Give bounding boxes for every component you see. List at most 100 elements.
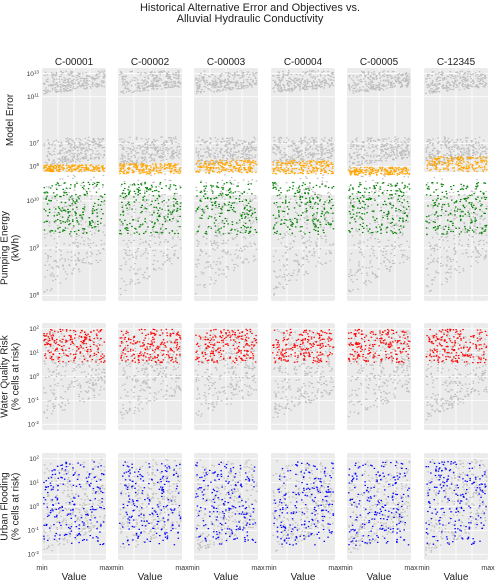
grey-point [60,184,62,186]
highlight-point [238,169,240,171]
grey-point [400,81,402,83]
grey-point [230,154,232,156]
grey-point [158,267,160,269]
grey-point [97,153,99,156]
grey-point [448,88,451,90]
highlight-point [85,164,87,166]
grey-point [72,140,74,142]
grey-point [397,76,400,78]
grey-point [393,159,396,161]
grey-point [120,72,122,74]
highlight-point [236,159,238,161]
grey-point [450,146,453,148]
grey-point [221,73,223,75]
grey-point [224,87,227,89]
grey-point [217,89,219,92]
grey-point [382,84,385,86]
grey-point [198,163,201,165]
grey-point [480,152,482,154]
highlight-point [92,166,95,168]
highlight-point [156,170,158,173]
highlight-point [275,173,278,175]
grey-point [442,85,444,87]
grey-point [171,86,174,88]
highlight-point [50,230,53,232]
highlight-point [73,230,76,233]
grey-point [219,86,222,88]
highlight-point [465,164,468,166]
grey-point [137,71,140,74]
grey-point [293,88,296,90]
highlight-point [179,170,181,172]
grey-point [100,244,103,246]
highlight-point [88,217,90,219]
highlight-point [331,167,334,169]
grey-point [76,156,79,158]
highlight-point [83,170,86,172]
grey-point [402,143,404,145]
highlight-point [399,171,401,174]
highlight-point [318,161,320,164]
grey-point [360,78,362,81]
grey-point [165,149,167,151]
grey-point [213,84,216,86]
grey-point [91,83,93,86]
highlight-point [71,170,74,172]
highlight-point [455,158,457,160]
grey-point [447,141,450,143]
highlight-point [206,165,208,167]
highlight-point [222,163,224,166]
highlight-point [58,207,61,209]
grey-point [165,141,168,143]
highlight-point [224,169,226,171]
grey-point [379,71,381,74]
grey-point [102,138,104,140]
highlight-point [197,166,200,168]
grey-point [247,86,249,88]
grey-point [225,157,228,159]
grey-point [459,159,462,161]
highlight-point [99,204,102,206]
highlight-point [402,168,405,170]
grey-point [454,79,457,81]
grey-point [89,242,92,245]
grey-point [279,152,281,154]
highlight-point [479,166,482,169]
grey-point [246,147,248,150]
grey-point [407,144,410,146]
grey-point [289,156,292,158]
grey-point [370,87,373,89]
grey-point [157,81,160,83]
highlight-point [427,163,429,165]
grey-point [323,83,326,85]
grey-point [122,148,125,150]
grey-point [126,188,129,190]
highlight-point [202,166,204,168]
grey-point [429,151,431,153]
grey-point [48,153,51,155]
grey-point [407,153,410,155]
highlight-point [248,167,251,169]
grey-point [249,144,252,146]
grey-point [214,80,217,83]
grey-point [301,142,304,144]
highlight-point [148,168,150,170]
grey-point [425,148,427,150]
grey-point [291,145,293,147]
grey-point [143,84,146,86]
highlight-point [103,193,106,196]
grey-point [311,154,314,156]
highlight-point [63,194,65,197]
highlight-point [328,169,331,171]
grey-point [371,160,373,162]
grey-point [396,141,399,143]
grey-point [152,73,154,76]
grey-point [321,80,324,82]
grey-point [300,143,303,145]
grey-point [484,84,487,86]
grey-point [136,147,138,149]
highlight-point [485,161,488,163]
grey-point [99,259,102,262]
grey-point [361,162,364,165]
grey-point [64,85,66,87]
